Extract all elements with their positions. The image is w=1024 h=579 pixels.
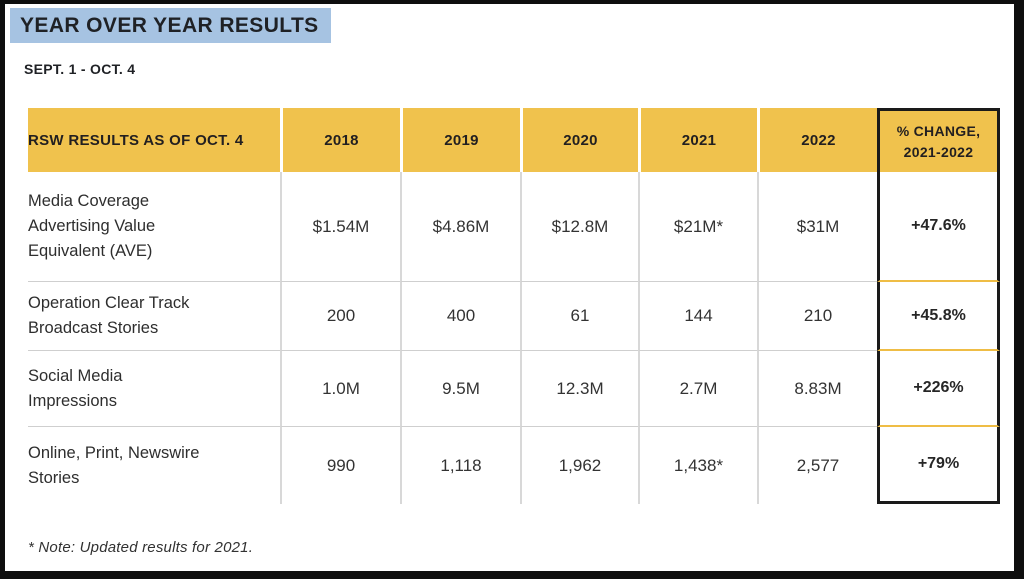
change-cell: +79% — [877, 427, 1000, 504]
value-cell: 1,118 — [400, 427, 520, 504]
table-header-row: RSW RESULTS AS OF OCT. 4 2018 2019 2020 … — [28, 108, 1000, 172]
header-cell-2020: 2020 — [520, 108, 638, 172]
value-cell: 1,962 — [520, 427, 638, 504]
row-label: Operation Clear Track Broadcast Stories — [28, 282, 280, 351]
title-bar: YEAR OVER YEAR RESULTS — [10, 8, 331, 43]
table-row-social-media: Social Media Impressions 1.0M 9.5M 12.3M… — [28, 351, 1000, 427]
value-cell: $21M* — [638, 172, 757, 282]
value-cell: 400 — [400, 282, 520, 351]
value-cell: $1.54M — [280, 172, 400, 282]
header-cell-rsw-results: RSW RESULTS AS OF OCT. 4 — [28, 108, 280, 172]
header-cell-2018: 2018 — [280, 108, 400, 172]
header-cell-pct-change: % CHANGE, 2021-2022 — [877, 108, 1000, 172]
table-row-online-print: Online, Print, Newswire Stories 990 1,11… — [28, 427, 1000, 504]
value-cell: 990 — [280, 427, 400, 504]
value-cell: 144 — [638, 282, 757, 351]
value-cell: 61 — [520, 282, 638, 351]
results-table: RSW RESULTS AS OF OCT. 4 2018 2019 2020 … — [28, 108, 1000, 504]
value-cell: 8.83M — [757, 351, 877, 427]
value-cell: 2,577 — [757, 427, 877, 504]
value-cell: $4.86M — [400, 172, 520, 282]
change-cell: +47.6% — [877, 172, 1000, 282]
row-label: Social Media Impressions — [28, 351, 280, 427]
change-cell: +45.8% — [877, 282, 1000, 351]
row-label: Online, Print, Newswire Stories — [28, 443, 200, 487]
date-range: SEPT. 1 - OCT. 4 — [24, 61, 136, 77]
value-cell: 200 — [280, 282, 400, 351]
change-cell: +226% — [877, 351, 1000, 427]
value-cell: 1,438* — [638, 427, 757, 504]
header-cell-2021: 2021 — [638, 108, 757, 172]
row-label: Media Coverage Advertising Value Equival… — [28, 172, 280, 282]
footnote: * Note: Updated results for 2021. — [28, 539, 254, 556]
page-title: YEAR OVER YEAR RESULTS — [10, 8, 331, 43]
header-cell-2022: 2022 — [757, 108, 877, 172]
value-cell: 210 — [757, 282, 877, 351]
value-cell: 12.3M — [520, 351, 638, 427]
value-cell: $31M — [757, 172, 877, 282]
value-cell: 2.7M — [638, 351, 757, 427]
header-cell-2019: 2019 — [400, 108, 520, 172]
value-cell: 1.0M — [280, 351, 400, 427]
table-row-media-coverage: Media Coverage Advertising Value Equival… — [28, 172, 1000, 282]
value-cell: 9.5M — [400, 351, 520, 427]
value-cell: $12.8M — [520, 172, 638, 282]
table-row-broadcast-stories: Operation Clear Track Broadcast Stories … — [28, 282, 1000, 351]
